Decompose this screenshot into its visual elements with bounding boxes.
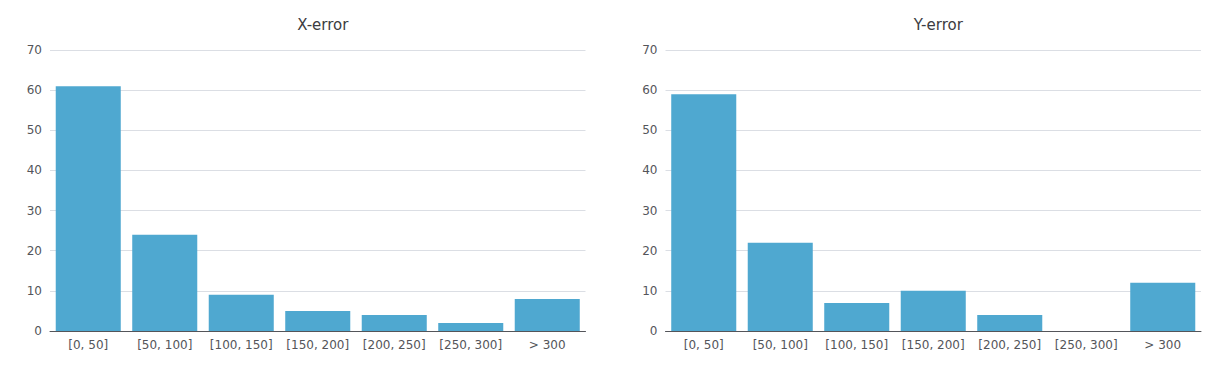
svg-text:[250, 300]: [250, 300] [1055,338,1118,352]
svg-text:[150, 200]: [150, 200] [286,338,349,352]
svg-text:X-error: X-error [297,16,349,34]
svg-text:[0, 50]: [0, 50] [68,338,108,352]
svg-text:30: 30 [27,204,42,218]
svg-text:[50, 100]: [50, 100] [753,338,808,352]
svg-text:70: 70 [642,43,657,57]
svg-text:50: 50 [642,123,657,137]
svg-text:[250, 300]: [250, 300] [439,338,502,352]
svg-text:10: 10 [27,284,42,298]
svg-text:[0, 50]: [0, 50] [684,338,724,352]
svg-text:70: 70 [27,43,42,57]
svg-text:20: 20 [642,244,657,258]
svg-text:[100, 150]: [100, 150] [825,338,888,352]
svg-text:[200, 250]: [200, 250] [363,338,426,352]
svg-text:[150, 200]: [150, 200] [902,338,965,352]
svg-text:60: 60 [642,83,657,97]
svg-text:40: 40 [27,163,42,177]
svg-text:0: 0 [34,324,42,338]
svg-text:30: 30 [642,204,657,218]
svg-text:10: 10 [642,284,657,298]
svg-text:60: 60 [27,83,42,97]
svg-text:[50, 100]: [50, 100] [137,338,192,352]
svg-text:Y-error: Y-error [913,16,964,34]
svg-text:[200, 250]: [200, 250] [978,338,1041,352]
svg-text:[100, 150]: [100, 150] [210,338,273,352]
svg-text:> 300: > 300 [1144,338,1181,352]
svg-text:20: 20 [27,244,42,258]
svg-text:> 300: > 300 [529,338,566,352]
svg-text:0: 0 [650,324,658,338]
svg-text:40: 40 [642,163,657,177]
svg-text:50: 50 [27,123,42,137]
